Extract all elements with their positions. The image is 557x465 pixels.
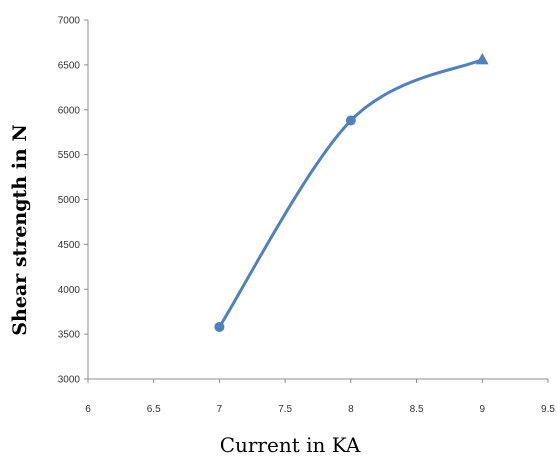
data-point bbox=[214, 321, 225, 332]
x-tick-label: 6.5 bbox=[147, 404, 161, 415]
data-point bbox=[345, 115, 356, 126]
x-axis-label: Current in KA bbox=[220, 433, 361, 457]
y-tick-label: 5500 bbox=[58, 150, 81, 161]
data-point bbox=[475, 52, 489, 65]
y-tick-label: 4500 bbox=[58, 240, 81, 251]
y-tick-label: 7000 bbox=[58, 16, 81, 27]
x-tick-label: 6 bbox=[85, 404, 91, 415]
y-tick-labels: 3000 3500 4000 4500 5000 5500 6000 6500 7000 bbox=[58, 16, 81, 386]
x-tick-label: 8.5 bbox=[410, 404, 424, 415]
x-tick-label: 9 bbox=[480, 404, 486, 415]
x-tick-label: 8 bbox=[348, 404, 354, 415]
x-tick-label: 7.5 bbox=[278, 404, 292, 415]
y-tick-label: 6500 bbox=[58, 60, 81, 71]
y-axis-label: Shear strength in N bbox=[9, 124, 31, 335]
x-tick-label: 9.5 bbox=[541, 404, 555, 415]
x-tick-labels: 6 6.5 7 7.5 8 8.5 9 9.5 bbox=[85, 404, 555, 415]
axes bbox=[84, 19, 549, 383]
y-tick-label: 4000 bbox=[58, 285, 81, 296]
series-line bbox=[217, 57, 484, 329]
y-tick-label: 3500 bbox=[58, 330, 81, 341]
y-tick-label: 3000 bbox=[58, 375, 81, 386]
x-tick-label: 7 bbox=[217, 404, 223, 415]
y-tick-label: 5000 bbox=[58, 195, 81, 206]
y-tick-label: 6000 bbox=[58, 105, 81, 116]
series-group bbox=[214, 52, 489, 332]
